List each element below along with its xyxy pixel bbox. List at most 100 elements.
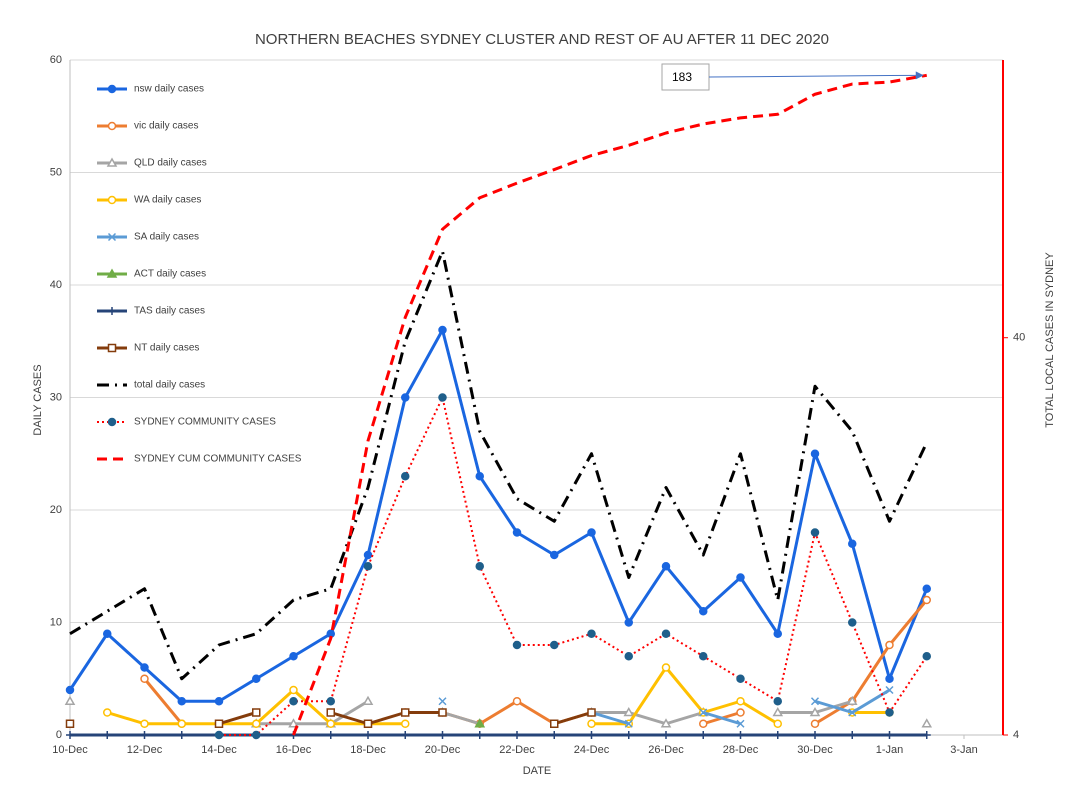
- marker: [512, 640, 522, 650]
- marker: [810, 449, 820, 458]
- marker: [363, 719, 373, 728]
- marker: [401, 731, 410, 739]
- marker: [177, 731, 186, 739]
- marker: [811, 731, 819, 739]
- marker: [848, 539, 857, 548]
- x-tick-label: 30-Dec: [797, 744, 833, 756]
- annotation-box: [661, 63, 710, 91]
- marker: [550, 640, 559, 650]
- marker: [475, 472, 484, 481]
- marker: [846, 695, 858, 705]
- marker: [362, 695, 374, 705]
- marker: [512, 528, 522, 537]
- marker: [661, 629, 671, 638]
- marker: [438, 708, 447, 717]
- marker: [885, 674, 894, 683]
- marker: [66, 731, 74, 739]
- marker: [474, 718, 486, 728]
- marker: [140, 719, 149, 728]
- marker: [438, 325, 447, 335]
- y2-tick-label: 4: [1013, 729, 1019, 741]
- marker: [65, 719, 75, 728]
- marker: [107, 232, 117, 242]
- marker: [624, 731, 633, 739]
- marker: [922, 595, 931, 605]
- marker: [736, 731, 745, 739]
- y-tick-label: 30: [50, 391, 62, 403]
- x-tick-label: 1-Jan: [876, 744, 904, 756]
- marker: [140, 731, 149, 739]
- marker: [326, 731, 335, 739]
- annotation-arrow: [708, 74, 918, 78]
- marker: [140, 663, 149, 672]
- marker: [921, 718, 933, 728]
- marker: [624, 719, 633, 728]
- marker: [214, 730, 224, 740]
- x-axis-title: DATE: [523, 765, 552, 777]
- marker: [107, 343, 117, 353]
- marker: [922, 731, 931, 739]
- marker: [736, 697, 745, 706]
- marker: [699, 607, 708, 616]
- marker: [810, 697, 820, 706]
- x-tick-label: 16-Dec: [276, 744, 312, 756]
- y2-axis-title: TOTAL LOCAL CASES IN SYDNEY: [1044, 252, 1056, 428]
- series-line: [69, 249, 929, 681]
- x-tick-label: 22-Dec: [499, 744, 535, 756]
- marker: [438, 697, 447, 706]
- marker: [773, 719, 782, 728]
- marker: [587, 719, 596, 728]
- marker: [773, 697, 782, 706]
- legend-label: nsw daily cases: [134, 84, 204, 95]
- marker: [699, 719, 708, 728]
- marker: [885, 640, 894, 650]
- marker: [107, 84, 117, 94]
- x-tick-label: 14-Dec: [201, 744, 237, 756]
- marker: [661, 663, 671, 672]
- marker: [662, 731, 670, 739]
- y2-tick-label: 40: [1013, 332, 1025, 344]
- marker: [326, 697, 335, 706]
- legend-label: SA daily cases: [134, 232, 199, 243]
- annotation-arrowhead: [915, 71, 924, 80]
- marker: [624, 618, 633, 627]
- legend-label: vic daily cases: [134, 121, 198, 132]
- marker: [289, 652, 298, 661]
- x-tick-label: 28-Dec: [723, 744, 759, 756]
- marker: [922, 584, 931, 593]
- marker: [699, 731, 708, 739]
- marker: [107, 121, 117, 131]
- marker: [513, 731, 521, 739]
- legend-label: QLD daily cases: [134, 158, 207, 169]
- marker: [623, 706, 635, 717]
- marker: [364, 731, 372, 739]
- marker: [288, 718, 299, 728]
- marker: [326, 719, 335, 728]
- marker: [773, 629, 782, 638]
- series-line: [292, 73, 928, 736]
- marker: [214, 697, 224, 706]
- series-line: [218, 711, 592, 726]
- series-line: [219, 396, 928, 736]
- legend-label: SYDNEY CUM COMMUNITY CASES: [134, 454, 302, 465]
- marker: [252, 708, 261, 717]
- marker: [512, 697, 522, 706]
- marker: [107, 417, 117, 427]
- y-tick-label: 0: [56, 729, 62, 741]
- marker: [885, 731, 894, 739]
- legend-label: total daily cases: [134, 380, 205, 391]
- series-line: [143, 599, 928, 726]
- chart-title: NORTHERN BEACHES SYDNEY CLUSTER AND REST…: [255, 31, 829, 48]
- marker: [401, 719, 410, 728]
- marker: [587, 708, 596, 717]
- marker: [885, 708, 894, 717]
- x-tick-label: 10-Dec: [52, 744, 88, 756]
- marker: [848, 731, 857, 739]
- marker: [772, 706, 784, 717]
- y-tick-label: 20: [50, 504, 62, 516]
- marker: [106, 157, 118, 167]
- y-tick-label: 40: [50, 279, 62, 291]
- marker: [550, 550, 559, 560]
- marker: [587, 528, 596, 537]
